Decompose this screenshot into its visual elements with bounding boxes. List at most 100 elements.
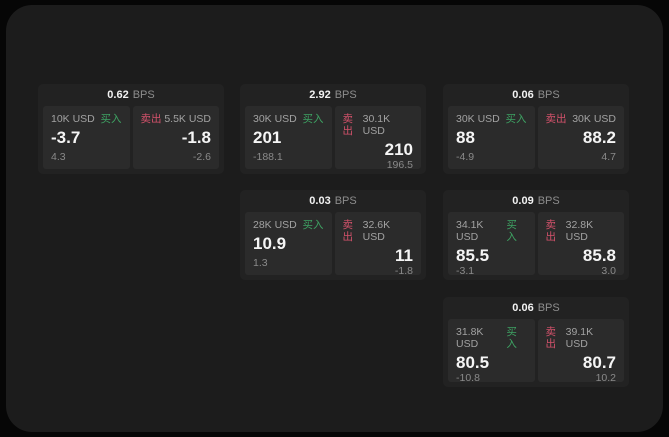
bps-value: 0.09 xyxy=(512,195,534,207)
sell-side-label: 卖出 xyxy=(342,113,354,137)
sell-quote-top: 卖出 32.6K USD xyxy=(343,219,414,243)
buy-delta: 4.3 xyxy=(51,151,66,163)
sell-side-label: 卖出 xyxy=(545,326,557,350)
sell-delta: 3.0 xyxy=(601,265,616,277)
sell-quote-tile[interactable]: 卖出 32.6K USD 11 -1.8 xyxy=(334,212,421,277)
bps-header: 2.92 BPS xyxy=(240,84,426,106)
buy-side-label: 买入 xyxy=(506,326,517,350)
bps-value: 2.92 xyxy=(309,89,331,101)
buy-size-label: 28K USD xyxy=(253,219,297,231)
sell-quote-tile[interactable]: 卖出 30K USD 88.2 4.7 xyxy=(537,106,624,169)
bps-value: 0.06 xyxy=(512,302,534,314)
sell-quote-top: 卖出 30.1K USD xyxy=(343,113,414,137)
quote-card-body: 10K USD 买入 -3.7 4.3 卖出 5.5K USD -1.8 -2.… xyxy=(38,106,224,174)
buy-delta: -10.8 xyxy=(456,372,480,384)
sell-delta: 10.2 xyxy=(595,372,616,384)
buy-price: 88 xyxy=(456,128,475,147)
sell-quote-tile[interactable]: 卖出 30.1K USD 210 196.5 xyxy=(334,106,421,171)
quote-card: 0.03 BPS 28K USD 买入 10.9 1.3 卖出 32.6K US… xyxy=(240,190,426,280)
bps-unit-label: BPS xyxy=(334,195,357,207)
buy-side-label: 买入 xyxy=(505,113,527,125)
sell-size-label: 30.1K USD xyxy=(362,113,391,137)
quote-card-body: 30K USD 买入 201 -188.1 卖出 30.1K USD 210 1… xyxy=(240,106,426,174)
buy-quote-tile[interactable]: 30K USD 买入 201 -188.1 xyxy=(245,106,332,169)
sell-quote-top: 卖出 5.5K USD xyxy=(141,113,212,125)
quote-card-body: 31.8K USD 买入 80.5 -10.8 卖出 39.1K USD 80.… xyxy=(443,319,629,387)
buy-side-label: 买入 xyxy=(302,113,324,125)
sell-quote-top: 卖出 32.8K USD xyxy=(546,219,617,243)
bps-unit-label: BPS xyxy=(537,302,560,314)
buy-quote-tile[interactable]: 30K USD 买入 88 -4.9 xyxy=(448,106,535,169)
sell-side-label: 卖出 xyxy=(545,219,557,243)
bps-value: 0.03 xyxy=(309,195,331,207)
bps-unit-label: BPS xyxy=(334,89,357,101)
buy-quote-top: 34.1K USD 买入 xyxy=(456,219,527,243)
buy-size-label: 30K USD xyxy=(253,113,297,125)
buy-delta: -3.1 xyxy=(456,265,475,277)
bps-header: 0.09 BPS xyxy=(443,190,629,212)
buy-side-label: 买入 xyxy=(506,219,517,243)
sell-side-label: 卖出 xyxy=(545,113,567,125)
buy-quote-top: 31.8K USD 买入 xyxy=(456,326,527,350)
quote-card-body: 30K USD 买入 88 -4.9 卖出 30K USD 88.2 4.7 xyxy=(443,106,629,174)
sell-price: 80.7 xyxy=(582,353,616,372)
buy-quote-tile[interactable]: 28K USD 买入 10.9 1.3 xyxy=(245,212,332,275)
sell-size-label: 32.6K USD xyxy=(362,219,391,243)
sell-quote-tile[interactable]: 卖出 32.8K USD 85.8 3.0 xyxy=(537,212,624,277)
sell-quote-tile[interactable]: 卖出 5.5K USD -1.8 -2.6 xyxy=(132,106,219,169)
bps-header: 0.62 BPS xyxy=(38,84,224,106)
buy-quote-top: 10K USD 买入 xyxy=(51,113,122,125)
quote-card: 0.62 BPS 10K USD 买入 -3.7 4.3 卖出 5.5K USD… xyxy=(38,84,224,174)
bps-value: 0.06 xyxy=(512,89,534,101)
sell-quote-top: 卖出 30K USD xyxy=(546,113,617,125)
buy-size-label: 10K USD xyxy=(51,113,95,125)
bps-header: 0.06 BPS xyxy=(443,297,629,319)
quote-card-body: 34.1K USD 买入 85.5 -3.1 卖出 32.8K USD 85.8… xyxy=(443,212,629,280)
quote-card: 0.09 BPS 34.1K USD 买入 85.5 -3.1 卖出 32.8K… xyxy=(443,190,629,280)
bps-unit-label: BPS xyxy=(537,195,560,207)
sell-size-label: 30K USD xyxy=(572,113,616,125)
sell-side-label: 卖出 xyxy=(140,113,162,125)
buy-delta: -188.1 xyxy=(253,151,283,163)
buy-quote-tile[interactable]: 34.1K USD 买入 85.5 -3.1 xyxy=(448,212,535,277)
sell-price: 210 xyxy=(384,140,413,159)
buy-quote-tile[interactable]: 10K USD 买入 -3.7 4.3 xyxy=(43,106,130,169)
quote-card: 2.92 BPS 30K USD 买入 201 -188.1 卖出 30.1K … xyxy=(240,84,426,174)
buy-delta: -4.9 xyxy=(456,151,475,163)
buy-delta: 1.3 xyxy=(253,257,268,269)
quote-card: 0.06 BPS 30K USD 买入 88 -4.9 卖出 30K USD 8… xyxy=(443,84,629,174)
sell-price: 11 xyxy=(395,246,413,265)
buy-size-label: 31.8K USD xyxy=(456,326,484,350)
buy-quote-tile[interactable]: 31.8K USD 买入 80.5 -10.8 xyxy=(448,319,535,384)
sell-delta: 196.5 xyxy=(386,159,413,171)
bps-value: 0.62 xyxy=(107,89,129,101)
sell-delta: 4.7 xyxy=(601,151,616,163)
quote-card: 0.06 BPS 31.8K USD 买入 80.5 -10.8 卖出 39.1… xyxy=(443,297,629,387)
sell-quote-top: 卖出 39.1K USD xyxy=(546,326,617,350)
sell-price: 85.8 xyxy=(582,246,616,265)
sell-size-label: 39.1K USD xyxy=(565,326,594,350)
quote-card-body: 28K USD 买入 10.9 1.3 卖出 32.6K USD 11 -1.8 xyxy=(240,212,426,280)
sell-price: 88.2 xyxy=(582,128,616,147)
bps-unit-label: BPS xyxy=(132,89,155,101)
buy-side-label: 买入 xyxy=(100,113,122,125)
buy-price: 85.5 xyxy=(456,246,490,265)
buy-quote-top: 30K USD 买入 xyxy=(253,113,324,125)
bps-header: 0.03 BPS xyxy=(240,190,426,212)
buy-quote-top: 30K USD 买入 xyxy=(456,113,527,125)
buy-price: 80.5 xyxy=(456,353,490,372)
buy-quote-top: 28K USD 买入 xyxy=(253,219,324,231)
main-panel: 0.62 BPS 10K USD 买入 -3.7 4.3 卖出 5.5K USD… xyxy=(6,5,663,432)
buy-price: 201 xyxy=(253,128,282,147)
buy-size-label: 34.1K USD xyxy=(456,219,484,243)
buy-side-label: 买入 xyxy=(302,219,324,231)
sell-quote-tile[interactable]: 卖出 39.1K USD 80.7 10.2 xyxy=(537,319,624,384)
sell-delta: -1.8 xyxy=(394,265,413,277)
sell-price: -1.8 xyxy=(181,128,211,147)
sell-size-label: 32.8K USD xyxy=(565,219,594,243)
buy-price: 10.9 xyxy=(253,234,287,253)
buy-price: -3.7 xyxy=(51,128,81,147)
sell-side-label: 卖出 xyxy=(342,219,354,243)
sell-size-label: 5.5K USD xyxy=(164,113,211,125)
bps-header: 0.06 BPS xyxy=(443,84,629,106)
